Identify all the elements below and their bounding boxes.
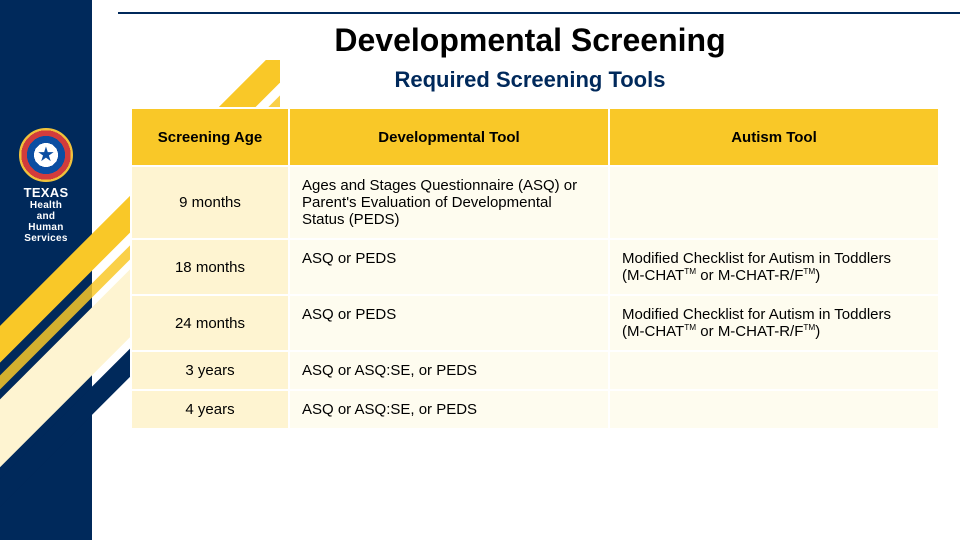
table-header-row: Screening Age Developmental Tool Autism … bbox=[131, 108, 939, 166]
cell-age: 24 months bbox=[131, 295, 289, 351]
brand-line1: TEXAS bbox=[19, 186, 73, 200]
page-title: Developmental Screening bbox=[118, 22, 942, 59]
table-row: 24 monthsASQ or PEDSModified Checklist f… bbox=[131, 295, 939, 351]
brand-sidebar: TEXAS Health and Human Services bbox=[0, 0, 92, 540]
col-header-aut: Autism Tool bbox=[609, 108, 939, 166]
col-header-dev: Developmental Tool bbox=[289, 108, 609, 166]
seal-icon bbox=[19, 128, 73, 182]
brand-line2: Health and Human bbox=[28, 200, 63, 233]
table-row: 18 monthsASQ or PEDSModified Checklist f… bbox=[131, 239, 939, 295]
cell-age: 3 years bbox=[131, 351, 289, 390]
table-row: 3 yearsASQ or ASQ:SE, or PEDS bbox=[131, 351, 939, 390]
cell-dev: ASQ or PEDS bbox=[289, 295, 609, 351]
table-body: 9 monthsAges and Stages Questionnaire (A… bbox=[131, 166, 939, 429]
cell-dev: ASQ or PEDS bbox=[289, 239, 609, 295]
cell-dev: ASQ or ASQ:SE, or PEDS bbox=[289, 351, 609, 390]
page-subtitle: Required Screening Tools bbox=[118, 67, 942, 93]
cell-age: 4 years bbox=[131, 390, 289, 429]
cell-aut bbox=[609, 351, 939, 390]
col-header-age: Screening Age bbox=[131, 108, 289, 166]
cell-aut bbox=[609, 390, 939, 429]
brand-text: TEXAS Health and Human Services bbox=[19, 186, 73, 244]
screening-tools-table: Screening Age Developmental Tool Autism … bbox=[130, 107, 940, 430]
content-area: Developmental Screening Required Screeni… bbox=[118, 20, 942, 430]
cell-aut: Modified Checklist for Autism in Toddler… bbox=[609, 239, 939, 295]
cell-age: 9 months bbox=[131, 166, 289, 239]
table-row: 4 yearsASQ or ASQ:SE, or PEDS bbox=[131, 390, 939, 429]
table-row: 9 monthsAges and Stages Questionnaire (A… bbox=[131, 166, 939, 239]
brand-logo: TEXAS Health and Human Services bbox=[19, 128, 73, 244]
cell-dev: Ages and Stages Questionnaire (ASQ) or P… bbox=[289, 166, 609, 239]
slide-root: TEXAS Health and Human Services Developm… bbox=[0, 0, 960, 540]
cell-aut: Modified Checklist for Autism in Toddler… bbox=[609, 295, 939, 351]
top-rule bbox=[118, 12, 960, 14]
brand-line3: Services bbox=[24, 233, 68, 244]
cell-age: 18 months bbox=[131, 239, 289, 295]
cell-aut bbox=[609, 166, 939, 239]
cell-dev: ASQ or ASQ:SE, or PEDS bbox=[289, 390, 609, 429]
